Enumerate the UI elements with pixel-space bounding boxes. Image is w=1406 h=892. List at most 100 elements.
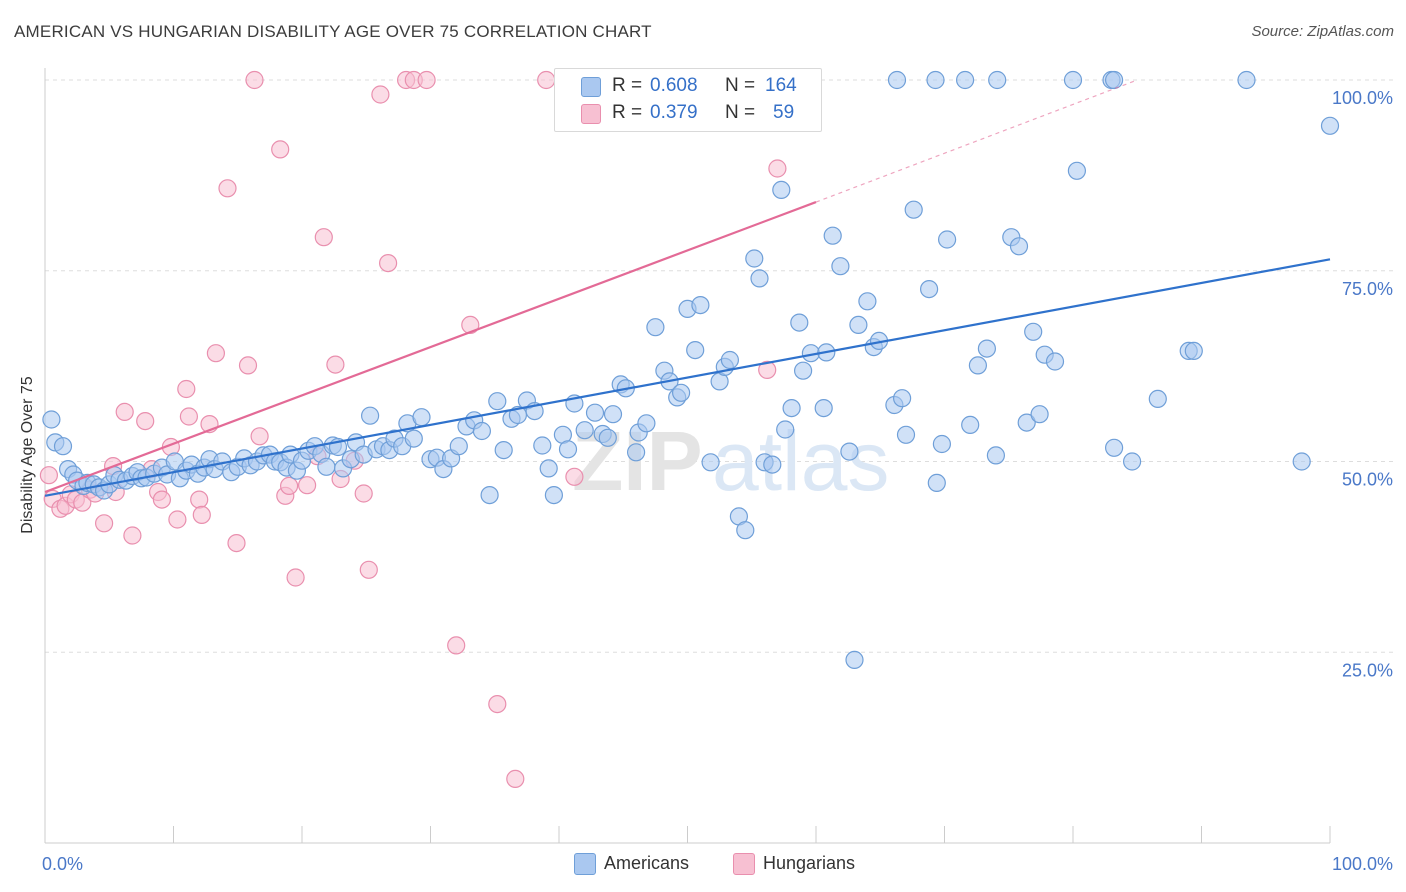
american-point (892, 389, 912, 408)
american-point (1017, 413, 1036, 432)
american-point (736, 521, 755, 540)
american-point (926, 70, 945, 90)
y-tick-label: 25.0% (1342, 660, 1393, 680)
hungarian-point (115, 402, 134, 421)
american-point (1184, 341, 1203, 360)
hungarian-point (192, 505, 211, 525)
y-tick-label: 75.0% (1342, 279, 1393, 299)
hungarian-point (39, 466, 59, 485)
hungarian-point (206, 344, 225, 363)
american-point (544, 486, 564, 505)
american-point (701, 453, 720, 472)
american-point (961, 415, 980, 434)
american-point (968, 356, 988, 375)
hungarians-n-value: 59 (773, 102, 795, 123)
american-point (671, 383, 691, 402)
hungarian-point (537, 70, 556, 90)
americans-legend-swatch (574, 853, 596, 875)
american-point (317, 457, 336, 476)
hungarian-point (123, 526, 142, 545)
hungarians-r-value: 0.379 (650, 102, 698, 123)
hungarians-trend-line (44, 201, 817, 494)
hungarian-point (371, 85, 390, 104)
hungarian-point (354, 484, 373, 503)
legend-n-label: N = (725, 75, 756, 96)
chart-title: AMERICAN VS HUNGARIAN DISABILITY AGE OVE… (14, 22, 652, 41)
x-tick-label-min: 0.0% (42, 854, 83, 874)
american-point (790, 313, 809, 332)
american-point (955, 70, 975, 90)
american-point (626, 443, 646, 462)
american-point (412, 408, 431, 427)
hungarian-point (379, 254, 398, 273)
hungarian-point (168, 510, 187, 529)
hungarian-point (152, 490, 171, 509)
x-tick-label-max: 100.0% (1332, 854, 1393, 874)
american-point (558, 440, 578, 459)
american-point (720, 350, 740, 370)
hungarian-point (280, 476, 299, 495)
hungarians-legend-swatch (733, 853, 755, 875)
american-point (840, 442, 859, 461)
legend-r-label: R = (612, 75, 643, 96)
watermark: ZIP atlas (572, 414, 889, 508)
american-point (977, 339, 997, 358)
american-point (646, 318, 665, 337)
american-point (831, 257, 850, 276)
american-point (1237, 70, 1256, 90)
hungarian-point (190, 490, 209, 509)
american-point (603, 405, 623, 424)
american-point (932, 434, 952, 454)
trend-lines (44, 79, 1331, 497)
american-point (986, 446, 1006, 465)
hungarian-point (359, 560, 378, 579)
hungarian-point (565, 467, 584, 486)
american-point (988, 70, 1007, 90)
american-point (782, 399, 801, 418)
americans-trend-line (44, 258, 1331, 497)
hungarian-point (238, 356, 258, 375)
hungarian-point (314, 228, 333, 247)
y-axis-label: Disability Age Over 75 (19, 376, 36, 534)
hungarian-point (227, 533, 246, 553)
american-point (575, 421, 594, 440)
americans-swatch (581, 77, 601, 97)
american-point (533, 436, 552, 455)
american-point (919, 280, 939, 299)
american-point (1045, 352, 1065, 371)
stats-legend: R = 0.608 N = 164 R = 0.379 N = 59 (554, 68, 822, 132)
hungarian-point (447, 636, 466, 655)
american-point (887, 70, 907, 90)
american-point (686, 341, 705, 360)
american-point (1320, 116, 1340, 135)
y-tick-label: 50.0% (1342, 470, 1393, 490)
hungarian-point (417, 70, 436, 90)
american-point (404, 429, 423, 448)
american-point (1063, 70, 1083, 90)
american-point (42, 410, 61, 429)
american-point (849, 315, 868, 334)
hungarian-point (218, 179, 237, 198)
watermark-atlas: atlas (712, 414, 889, 508)
hungarians-swatch (581, 104, 601, 124)
legend-n-label: N = (725, 102, 756, 123)
american-point (449, 437, 468, 456)
american-point (1148, 389, 1167, 408)
axes (44, 68, 1331, 844)
american-point (750, 269, 769, 288)
american-point (1067, 161, 1087, 180)
american-point (793, 361, 813, 380)
hungarian-point (94, 514, 114, 533)
american-point (1104, 70, 1124, 90)
hungarian-point (488, 694, 507, 714)
american-point (361, 406, 380, 425)
american-point (1104, 438, 1124, 457)
americans-n-value: 164 (765, 75, 797, 96)
american-point (904, 200, 923, 219)
hungarian-point (768, 159, 787, 178)
american-point (1292, 452, 1311, 471)
hungarian-point (326, 355, 345, 374)
hungarians-trend-extension (815, 79, 1138, 203)
hungarian-point (250, 427, 269, 446)
